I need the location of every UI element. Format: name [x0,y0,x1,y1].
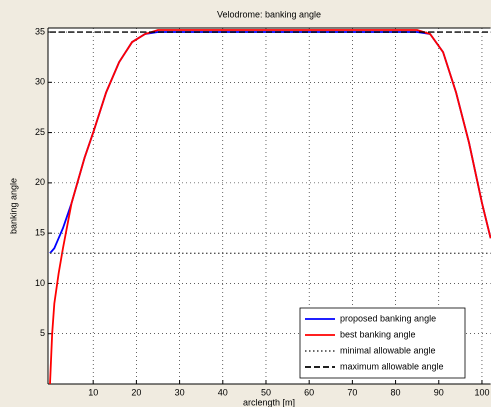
y-tick-label: 30 [35,77,45,87]
legend-label: minimal allowable angle [340,345,436,355]
y-tick-label: 20 [35,177,45,187]
y-tick-label: 5 [40,328,45,338]
x-tick-label: 50 [261,387,271,397]
x-tick-label: 10 [88,387,98,397]
legend-label: maximum allowable angle [340,361,444,371]
x-tick-label: 70 [347,387,357,397]
x-tick-label: 80 [391,387,401,397]
y-tick-label: 15 [35,228,45,238]
line [49,29,491,385]
y-tick-label: 35 [35,26,45,36]
y-tick-label: 10 [35,278,45,288]
x-tick-label: 40 [218,387,228,397]
x-tick-label: 90 [434,387,444,397]
chart-title: Velodrome: banking angle [217,9,321,19]
y-axis-label: banking angle [8,178,18,234]
x-tick-label: 100 [474,387,489,397]
x-tick-label: 60 [304,387,314,397]
x-tick-label: 20 [131,387,141,397]
legend-label: best banking angle [340,329,416,339]
x-axis-label: arclength [m] [243,397,295,407]
x-tick-label: 30 [175,387,185,397]
y-tick-label: 25 [35,127,45,137]
legend-label: proposed banking angle [340,313,436,323]
